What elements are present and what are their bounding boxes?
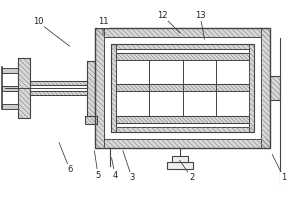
Text: 6: 6 — [67, 166, 73, 174]
Text: 10: 10 — [33, 18, 43, 26]
Text: 2: 2 — [189, 173, 195, 182]
Bar — [85, 116, 97, 124]
Bar — [116, 53, 249, 60]
Bar — [116, 116, 249, 123]
Bar — [2, 68, 18, 72]
Bar — [18, 58, 30, 118]
Text: 1: 1 — [281, 173, 286, 182]
Text: 13: 13 — [195, 10, 205, 20]
Bar — [95, 28, 270, 37]
Bar — [95, 28, 104, 148]
Bar — [85, 116, 97, 124]
Bar — [87, 61, 95, 116]
Bar — [87, 61, 95, 116]
Bar — [116, 53, 249, 60]
Bar — [116, 116, 249, 123]
Text: 4: 4 — [112, 170, 118, 180]
Bar — [111, 44, 254, 49]
Bar — [261, 28, 270, 148]
Text: 5: 5 — [95, 170, 101, 180]
Bar — [249, 44, 254, 132]
Text: 12: 12 — [157, 10, 167, 20]
Bar — [95, 139, 270, 148]
Bar — [18, 58, 30, 118]
Bar — [172, 156, 188, 162]
Bar — [30, 91, 87, 95]
Bar — [116, 84, 249, 91]
Bar — [111, 127, 254, 132]
Bar — [2, 86, 18, 90]
Text: 3: 3 — [129, 173, 135, 182]
Bar — [2, 104, 18, 108]
Bar — [270, 76, 280, 100]
Bar — [111, 44, 116, 132]
Bar — [167, 162, 193, 169]
Bar — [116, 84, 249, 91]
Text: 11: 11 — [98, 18, 108, 26]
Bar — [111, 44, 254, 132]
Bar — [95, 28, 270, 148]
Bar — [30, 81, 87, 85]
Bar — [270, 76, 280, 100]
